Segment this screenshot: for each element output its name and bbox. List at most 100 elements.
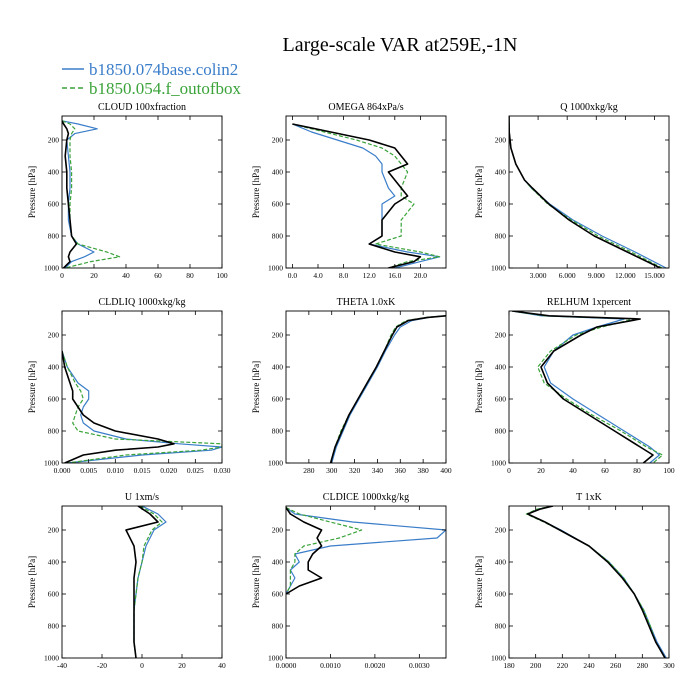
x-tick-label: 9.000 xyxy=(588,271,605,280)
y-axis-label: Pressure [hPa] xyxy=(251,556,261,608)
legend-label-base: b1850.074base.colin2 xyxy=(89,60,238,79)
y-tick-label: 400 xyxy=(272,363,284,372)
x-tick-label: 4.0 xyxy=(313,271,323,280)
series-line-base xyxy=(133,506,167,658)
x-tick-label: 0.015 xyxy=(134,466,151,475)
panel-5: THETA 1.0xK 280 300 320 340 360 380 400 200 400 60… xyxy=(251,297,452,475)
x-tick-label: 360 xyxy=(395,466,407,475)
x-tick-label: 0.0020 xyxy=(365,661,386,670)
series-line-outofbox xyxy=(62,120,121,268)
y-tick-label: 1000 xyxy=(491,264,506,273)
x-tick-label: 280 xyxy=(303,466,315,475)
panel-6: RELHUM 1xpercent 0 20 40 60 80 100 200 400 600 800… xyxy=(474,297,675,475)
plot-frame xyxy=(285,310,447,464)
plot-frame xyxy=(285,505,447,659)
x-tick-label: 0.030 xyxy=(214,466,231,475)
y-tick-label: 1000 xyxy=(44,459,59,468)
panel-1: CLOUD 100xfraction 0 20 40 60 80 100 200 400 600 8… xyxy=(27,102,228,280)
series-line-outofbox xyxy=(330,315,446,463)
y-tick-label: 800 xyxy=(272,427,284,436)
plot-frame xyxy=(508,115,670,269)
y-axis-label: Pressure [hPa] xyxy=(474,166,484,218)
x-tick-label: 340 xyxy=(372,466,384,475)
y-tick-label: 400 xyxy=(495,168,507,177)
x-tick-label: 12.0 xyxy=(363,271,376,280)
y-tick-label: 800 xyxy=(495,622,507,631)
series-line-outofbox xyxy=(525,506,666,658)
panel-7: U 1xm/s -40 -20 0 20 40 200 400 600 800 1000 Pressu… xyxy=(27,492,226,670)
panel-title: CLDICE 1000xkg/kg xyxy=(323,492,409,503)
y-tick-label: 400 xyxy=(272,558,284,567)
figure-title: Large-scale VAR at259E,-1N xyxy=(283,34,518,56)
series-line-black xyxy=(292,123,422,268)
y-tick-label: 600 xyxy=(48,200,60,209)
x-tick-label: 0.025 xyxy=(187,466,204,475)
x-tick-label: 20 xyxy=(537,466,545,475)
x-tick-label: 20 xyxy=(178,661,186,670)
y-tick-label: 800 xyxy=(48,232,60,241)
panel-title: RELHUM 1xpercent xyxy=(547,297,631,308)
y-tick-label: 800 xyxy=(495,427,507,436)
y-tick-label: 1000 xyxy=(268,264,283,273)
x-tick-label: 200 xyxy=(530,661,542,670)
y-tick-label: 1000 xyxy=(491,459,506,468)
series-line-base xyxy=(527,506,667,658)
series-line-outofbox xyxy=(62,350,222,463)
x-tick-label: 80 xyxy=(186,271,194,280)
y-tick-label: 800 xyxy=(495,232,507,241)
x-tick-label: 300 xyxy=(663,661,675,670)
panel-9: T 1xK 180 200 220 240 260 280 300 200 400 600 800 10… xyxy=(474,492,675,670)
x-tick-label: 60 xyxy=(601,466,609,475)
x-tick-label: 20.0 xyxy=(414,271,427,280)
y-tick-label: 800 xyxy=(272,622,284,631)
y-axis-label: Pressure [hPa] xyxy=(27,361,37,413)
y-tick-label: 600 xyxy=(272,200,284,209)
x-tick-label: 260 xyxy=(610,661,622,670)
series-line-outofbox xyxy=(286,507,363,595)
y-tick-label: 600 xyxy=(48,395,60,404)
y-tick-label: 1000 xyxy=(491,654,506,663)
y-tick-label: 200 xyxy=(272,136,284,145)
y-tick-label: 1000 xyxy=(268,654,283,663)
series-line-black xyxy=(509,116,661,268)
x-tick-label: -20 xyxy=(97,661,107,670)
y-tick-label: 600 xyxy=(495,395,507,404)
panel-title: U 1xm/s xyxy=(125,492,159,503)
x-tick-label: 60 xyxy=(154,271,162,280)
y-axis-label: Pressure [hPa] xyxy=(27,556,37,608)
x-tick-label: 100 xyxy=(216,271,228,280)
x-tick-label: 280 xyxy=(637,661,649,670)
series-line-outofbox xyxy=(292,123,441,268)
y-tick-label: 800 xyxy=(48,427,60,436)
series-line-base xyxy=(331,315,446,463)
series-line-black xyxy=(62,350,175,463)
y-tick-label: 600 xyxy=(272,590,284,599)
series-line-base xyxy=(286,507,446,595)
x-tick-label: 20 xyxy=(90,271,98,280)
y-axis-label: Pressure [hPa] xyxy=(474,361,484,413)
x-tick-label: 220 xyxy=(557,661,569,670)
x-tick-label: 3.000 xyxy=(530,271,547,280)
y-tick-label: 200 xyxy=(495,136,507,145)
y-axis-label: Pressure [hPa] xyxy=(474,556,484,608)
y-tick-label: 400 xyxy=(495,363,507,372)
y-tick-label: 1000 xyxy=(44,654,59,663)
y-tick-label: 400 xyxy=(272,168,284,177)
y-axis-label: Pressure [hPa] xyxy=(27,166,37,218)
y-tick-label: 600 xyxy=(495,200,507,209)
x-tick-label: 0.0000 xyxy=(276,661,297,670)
y-tick-label: 400 xyxy=(48,558,60,567)
legend: b1850.074base.colin2 b1850.054.f_outofbo… xyxy=(62,60,242,98)
x-tick-label: 100 xyxy=(663,466,675,475)
x-tick-label: 0 xyxy=(140,661,144,670)
x-tick-label: 12.000 xyxy=(615,271,636,280)
y-tick-label: 400 xyxy=(48,168,60,177)
y-axis-label: Pressure [hPa] xyxy=(251,166,261,218)
series-line-outofbox xyxy=(512,311,664,463)
x-tick-label: 0.0 xyxy=(288,271,298,280)
x-tick-label: 80 xyxy=(633,466,641,475)
series-line-base xyxy=(512,311,661,463)
panel-3: Q 1000xkg/kg 3.000 6.000 9.000 12.000 15.000 2… xyxy=(474,102,670,280)
y-tick-label: 800 xyxy=(48,622,60,631)
